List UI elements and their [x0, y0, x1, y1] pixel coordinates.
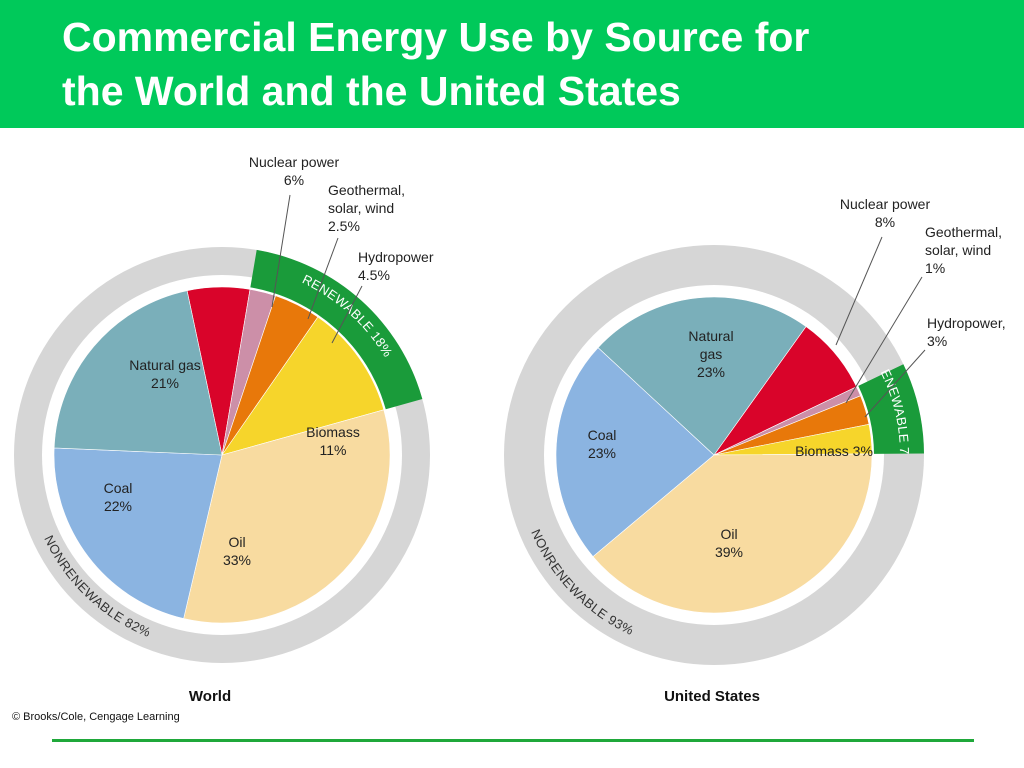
slice-biomass: [221, 316, 385, 456]
label-natural-gas: Natural gas 23%: [688, 328, 733, 380]
label-coal: Coal 23%: [588, 427, 617, 461]
slice-oil: [183, 409, 391, 624]
label-natural-gas: Natural gas 21%: [129, 357, 201, 391]
slide-title-line-2: the World and the United States: [62, 68, 681, 114]
callout-hydropower: Hydropower, 3%: [927, 315, 1006, 349]
slide-title: Commercial Energy Use by Source for the …: [62, 10, 962, 118]
callout-nuclear-power: Nuclear power 8%: [840, 196, 931, 230]
pie-chart-world: RENEWABLE 18%NONRENEWABLE 82%Biomass 11%O…: [14, 155, 434, 705]
label-biomass: Biomass 11%: [306, 424, 360, 458]
label-oil: Oil 39%: [715, 526, 743, 560]
footer-rule: [52, 739, 974, 742]
callout-nuclear-power: Nuclear power 6%: [249, 155, 340, 188]
label-oil: Oil 33%: [223, 534, 251, 568]
leader-nuclear-power: [835, 236, 883, 346]
leader-geothermal-solar-wind: [307, 237, 339, 320]
chart-title: United States: [664, 688, 760, 705]
figure-panel: RENEWABLE 18% NONRENEWABLE 82% Biomass 11% O…: [10, 155, 1014, 727]
renewable-band: [858, 364, 924, 454]
label-coal: Coal 22%: [104, 480, 133, 514]
pie-charts: RENEWABLE 18%NONRENEWABLE 82%Biomass 11%O…: [10, 155, 1006, 705]
callout-geothermal-solar-wind: Geothermal, solar, wind 1%: [925, 224, 1002, 276]
slice-natural-gas: [597, 296, 807, 456]
leader-geothermal-solar-wind: [845, 276, 923, 404]
label-biomass: Biomass 3%: [795, 443, 873, 459]
leader-hydropower: [864, 349, 926, 418]
slice-coal: [555, 347, 715, 557]
title-bar: Commercial Energy Use by Source for the …: [0, 0, 1024, 128]
callout-hydropower: Hydropower 4.5%: [358, 249, 434, 283]
slide-title-line-1: Commercial Energy Use by Source for: [62, 14, 810, 60]
slice-natural-gas: [53, 290, 223, 456]
callout-geothermal-solar-wind: Geothermal, solar, wind 2.5%: [328, 182, 405, 234]
slice-oil: [592, 453, 873, 614]
leader-nuclear-power: [271, 194, 291, 308]
renewable-band: [250, 249, 423, 410]
copyright-credit: © Brooks/Cole, Cengage Learning: [12, 711, 180, 723]
chart-title: World: [189, 688, 231, 705]
slice-coal: [53, 447, 223, 619]
leader-hydropower: [331, 285, 363, 344]
